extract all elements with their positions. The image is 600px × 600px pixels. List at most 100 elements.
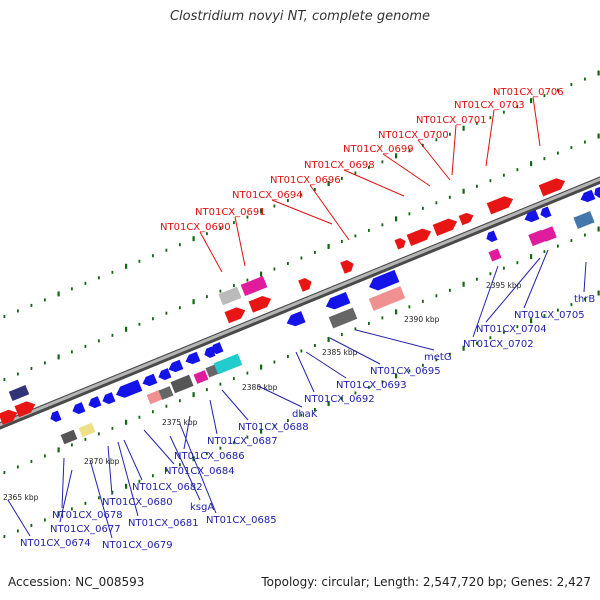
gene-block (541, 226, 557, 242)
gene-label[interactable]: NT01CX_0701 (416, 115, 487, 126)
gene-arrow (524, 209, 540, 223)
gene-label[interactable]: NT01CX_0681 (128, 518, 199, 529)
tick-mark (530, 254, 533, 260)
tick-mark (246, 278, 249, 282)
gene-arrow (458, 212, 474, 226)
tick-mark (219, 446, 222, 450)
tick-mark (233, 377, 235, 381)
tick-mark (530, 161, 533, 167)
tick-mark (584, 233, 586, 237)
gene-label[interactable]: NT01CX_0687 (207, 436, 278, 447)
tick-mark (287, 355, 289, 359)
gene-label[interactable]: NT01CX_0699 (343, 144, 414, 155)
tick-mark (233, 284, 235, 288)
gene-block (158, 386, 174, 400)
tick-mark (368, 385, 370, 389)
gene-label[interactable]: NT01CX_0674 (20, 538, 91, 549)
gene-label[interactable]: NT01CX_0702 (463, 339, 534, 350)
tick-mark (111, 270, 114, 274)
gene-arrow (325, 291, 351, 310)
tick-mark (368, 228, 370, 232)
tick-mark (381, 223, 384, 227)
genome-backbone (0, 176, 600, 430)
tick-mark (327, 400, 330, 406)
tick-mark (543, 314, 546, 318)
tick-mark (503, 110, 505, 114)
gene-arrow (168, 359, 184, 373)
map-title: Clostridium novyi NT, complete genome (169, 9, 431, 24)
tick-mark (530, 98, 533, 104)
gene-label[interactable]: NT01CX_0679 (102, 540, 173, 551)
gene-label[interactable]: thrB (574, 294, 595, 305)
gene-label[interactable]: NT01CX_0706 (493, 87, 564, 98)
gene-block (218, 286, 242, 306)
tick-mark (449, 288, 451, 292)
gene-label[interactable]: NT01CX_0705 (514, 310, 585, 321)
gene-label[interactable]: metG (424, 352, 452, 363)
tick-mark (435, 138, 438, 142)
kbp-label: 2380 kbp (242, 383, 278, 392)
tick-mark (30, 523, 33, 527)
gene-label[interactable]: NT01CX_0685 (206, 515, 277, 526)
gene-arrow (486, 196, 514, 215)
tick-mark (597, 226, 600, 232)
tick-mark (368, 321, 370, 325)
gene-label[interactable]: dhaK (292, 409, 318, 420)
tick-mark (152, 254, 154, 258)
tick-mark (557, 151, 559, 155)
tick-mark (273, 204, 276, 208)
genes (0, 178, 600, 445)
tick-mark (354, 327, 357, 331)
gene-label[interactable]: NT01CX_0677 (50, 524, 121, 535)
tick-mark (246, 435, 249, 439)
gene-label[interactable]: NT01CX_0686 (174, 451, 245, 462)
tick-mark (422, 363, 424, 367)
gene-label[interactable]: NT01CX_0696 (270, 175, 341, 186)
gene-arrow (369, 269, 400, 291)
tick-mark (273, 267, 276, 271)
gene-label[interactable]: NT01CX_0695 (370, 366, 441, 377)
gene-label[interactable]: NT01CX_0690 (160, 222, 231, 233)
gene-label[interactable]: NT01CX_0682 (132, 482, 203, 493)
tick-mark (165, 404, 168, 408)
tick-mark (192, 299, 195, 305)
gene-arrow (115, 379, 143, 398)
gene-label[interactable]: ksgA (190, 502, 214, 513)
gene-label[interactable]: NT01CX_0680 (102, 497, 173, 508)
tick-mark (300, 256, 303, 260)
gene-label[interactable]: NT01CX_0684 (164, 466, 235, 477)
tick-mark (597, 133, 600, 139)
tick-mark (314, 407, 316, 411)
gene-arrow (158, 368, 172, 381)
gene-arrow (14, 401, 36, 418)
tick-mark (597, 70, 600, 76)
gene-block (8, 384, 30, 402)
gene-block (193, 370, 209, 384)
tick-mark (125, 483, 128, 489)
gene-block (573, 211, 595, 229)
tick-mark (327, 243, 330, 249)
tick-mark (138, 479, 141, 483)
gene-arrow (540, 206, 552, 219)
gene-label[interactable]: NT01CX_0694 (232, 190, 303, 201)
gene-arrow (580, 189, 596, 203)
tick-mark (260, 428, 263, 434)
tick-mark (138, 415, 141, 419)
gene-label[interactable]: NT01CX_0698 (304, 160, 375, 171)
tick-mark (341, 239, 343, 243)
gene-label[interactable]: NT01CX_0700 (378, 130, 449, 141)
gene-label[interactable]: NT01CX_0703 (454, 100, 525, 111)
gene-arrow (102, 392, 116, 405)
tick-mark (476, 341, 478, 345)
tick-mark (111, 426, 114, 430)
gene-label[interactable]: NT01CX_0692 (304, 394, 375, 405)
gene-label[interactable]: NT01CX_0691 (195, 207, 266, 218)
gene-label[interactable]: NT01CX_0688 (238, 422, 309, 433)
gene-label[interactable]: NT01CX_0693 (336, 380, 407, 391)
tick-mark (179, 399, 181, 403)
gene-label[interactable]: NT01CX_0678 (52, 510, 123, 521)
gene-arrow (538, 178, 566, 197)
tick-mark (71, 443, 73, 447)
gene-label[interactable]: NT01CX_0704 (476, 324, 547, 335)
